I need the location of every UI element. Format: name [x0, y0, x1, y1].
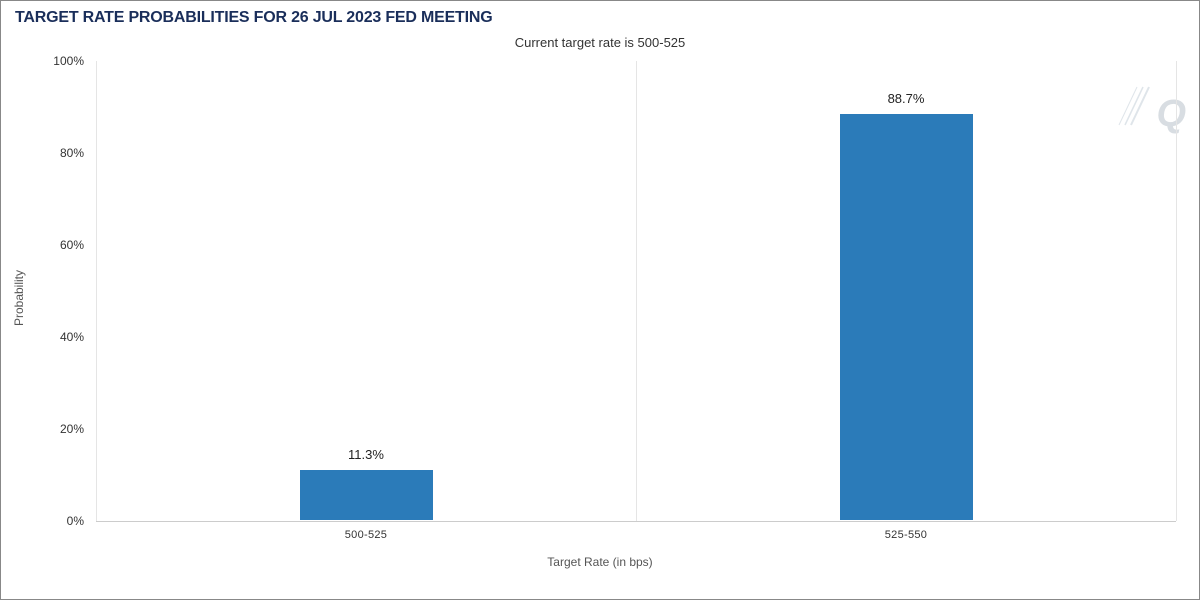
- gridline-vertical: [636, 61, 637, 521]
- gridline-vertical: [96, 61, 97, 521]
- x-tick-label: 500-525: [345, 529, 387, 541]
- x-axis-label: Target Rate (in bps): [1, 555, 1199, 569]
- chart-title: TARGET RATE PROBABILITIES FOR 26 JUL 202…: [15, 9, 492, 27]
- gridline-vertical: [1176, 61, 1177, 521]
- bar: [839, 113, 974, 521]
- bar: [299, 469, 434, 521]
- y-tick-label: 100%: [34, 54, 84, 68]
- y-tick-label: 20%: [34, 422, 84, 436]
- chart-subtitle: Current target rate is 500-525: [1, 35, 1199, 50]
- y-tick-label: 0%: [34, 514, 84, 528]
- y-tick-label: 80%: [34, 146, 84, 160]
- y-tick-label: 60%: [34, 238, 84, 252]
- x-axis-baseline: [96, 521, 1176, 522]
- bar-value-label: 88.7%: [888, 91, 925, 106]
- x-tick-label: 525-550: [885, 529, 927, 541]
- chart-container: TARGET RATE PROBABILITIES FOR 26 JUL 202…: [0, 0, 1200, 600]
- bar-value-label: 11.3%: [348, 447, 384, 462]
- y-tick-label: 40%: [34, 330, 84, 344]
- plot-area: 11.3% 88.7%: [96, 61, 1176, 521]
- y-axis-label: Probability: [12, 270, 26, 326]
